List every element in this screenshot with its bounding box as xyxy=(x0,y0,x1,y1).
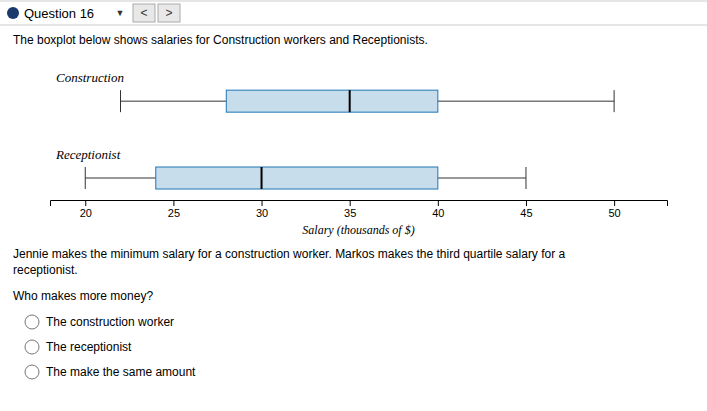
radio-button[interactable] xyxy=(25,315,39,329)
tick: 30 xyxy=(256,200,268,219)
whisker-cap xyxy=(614,90,615,112)
radio-button[interactable] xyxy=(25,365,39,379)
tick-label: 35 xyxy=(344,207,356,219)
box xyxy=(156,167,438,189)
tick: 45 xyxy=(520,200,532,219)
tick-mark xyxy=(173,200,174,206)
tick-label: 25 xyxy=(168,207,180,219)
question-text: receptionist. xyxy=(13,263,78,277)
tick-mark xyxy=(85,200,86,206)
x-axis-title: Salary (thousands of $) xyxy=(302,223,414,237)
tick-label: 40 xyxy=(432,207,444,219)
axis-line xyxy=(51,201,668,207)
option[interactable]: The make the same amount xyxy=(25,365,196,379)
whisker xyxy=(121,101,227,102)
box xyxy=(226,90,438,112)
header-dot xyxy=(7,7,19,19)
nav-button-label[interactable]: > xyxy=(165,6,172,20)
chart: Construction Receptionist 20 25 30 35 40 45 50 Sa… xyxy=(51,70,668,237)
option[interactable]: The construction worker xyxy=(25,315,174,329)
page: Question 16 ▼ < > The boxplot below shows sa… xyxy=(0,0,707,411)
header-border xyxy=(0,25,707,26)
tick-mark xyxy=(262,200,263,206)
box-label: Receptionist xyxy=(55,147,121,162)
tick-label: 45 xyxy=(520,207,532,219)
prompt: Who makes more money? xyxy=(13,289,153,303)
tick: 20 xyxy=(80,200,92,219)
tick-label: 20 xyxy=(80,207,92,219)
nav-button[interactable]: < xyxy=(133,4,155,22)
question-text: Jennie makes the minimum salary for a co… xyxy=(13,247,566,261)
median xyxy=(261,167,263,189)
tick-label: 30 xyxy=(256,207,268,219)
description: The boxplot below shows salaries for Con… xyxy=(13,33,428,47)
tick-mark xyxy=(438,200,439,206)
tick: 40 xyxy=(432,200,444,219)
box-plot xyxy=(85,167,526,189)
whisker-cap xyxy=(85,167,86,189)
header-border xyxy=(0,1,707,2)
tick-mark xyxy=(526,200,527,206)
median xyxy=(349,90,351,112)
plot-area xyxy=(85,90,614,189)
box-plot xyxy=(121,90,615,112)
option[interactable]: The receptionist xyxy=(25,340,132,354)
tick-mark xyxy=(350,200,351,206)
whisker-cap xyxy=(525,167,526,189)
option-label[interactable]: The construction worker xyxy=(46,315,174,329)
box-labels: Construction Receptionist xyxy=(55,70,124,162)
nav-button-box[interactable] xyxy=(158,4,180,22)
box-label: Construction xyxy=(56,70,124,85)
nav-button-label[interactable]: < xyxy=(140,6,147,20)
whisker xyxy=(438,178,526,179)
header-title: Question 16 xyxy=(24,6,94,21)
x-axis: 20 25 30 35 40 45 50 xyxy=(51,200,668,219)
option-label[interactable]: The receptionist xyxy=(46,340,132,354)
radio-button[interactable] xyxy=(25,340,39,354)
tick-mark xyxy=(614,200,615,206)
header: Question 16 ▼ < > xyxy=(0,1,707,25)
whisker xyxy=(438,101,614,102)
menu-icon[interactable]: ▼ xyxy=(116,8,125,18)
option-label[interactable]: The make the same amount xyxy=(46,365,196,379)
tick: 25 xyxy=(168,200,180,219)
tick: 50 xyxy=(608,200,620,219)
whisker-cap xyxy=(120,90,121,112)
tick: 35 xyxy=(344,200,356,219)
nav-button[interactable]: > xyxy=(158,4,180,22)
whisker xyxy=(85,178,156,179)
nav-button-box[interactable] xyxy=(133,4,155,22)
tick-label: 50 xyxy=(608,207,620,219)
